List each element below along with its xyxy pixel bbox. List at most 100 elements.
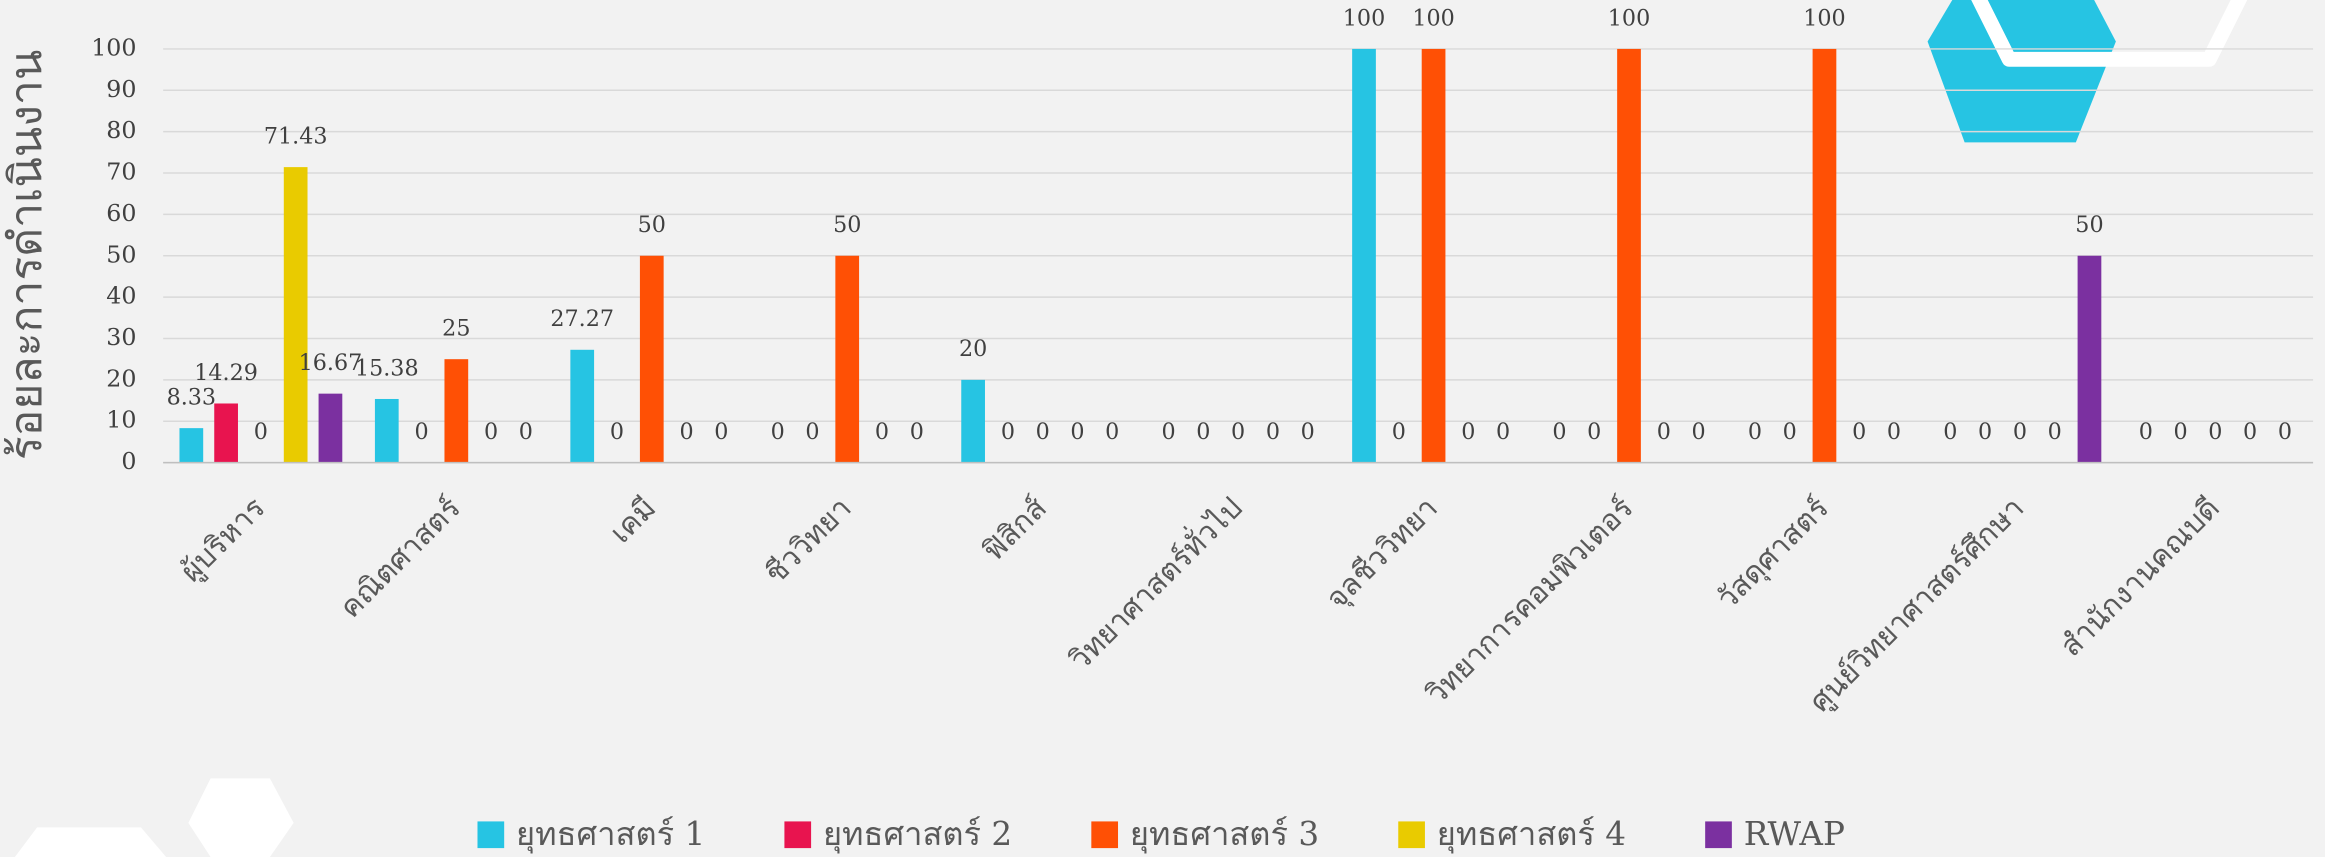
data-label: 100 [1412, 5, 1454, 31]
data-label: 0 [1301, 419, 1315, 445]
legend-label: ยุทธศาสตร์ 2 [823, 815, 1012, 854]
y-tick-label: 10 [106, 406, 136, 434]
data-label: 0 [2278, 419, 2292, 445]
bar [639, 255, 664, 463]
data-label: 0 [1783, 419, 1797, 445]
data-label: 0 [1266, 419, 1280, 445]
data-label: 0 [2013, 419, 2027, 445]
data-label: 8.33 [167, 384, 217, 410]
data-label: 100 [1343, 5, 1385, 31]
data-label: 0 [679, 419, 693, 445]
x-tick-label: เคมี [603, 490, 663, 550]
bar [444, 359, 469, 463]
data-label: 0 [771, 419, 785, 445]
data-label: 0 [1231, 419, 1245, 445]
legend-label: ยุทธศาสตร์ 3 [1130, 815, 1319, 854]
bar [318, 393, 343, 463]
x-tick-label: จุลชีววิทยา [1319, 490, 1445, 616]
x-tick-label: วัสดุศาสตร์ [1709, 490, 1835, 616]
y-tick-label: 0 [121, 447, 136, 475]
data-label: 71.43 [264, 123, 328, 149]
data-label: 0 [1852, 419, 1866, 445]
legend-swatch [1091, 821, 1119, 849]
data-label: 0 [1657, 419, 1671, 445]
data-label: 20 [959, 336, 987, 362]
data-label: 100 [1608, 5, 1650, 31]
data-label: 25 [442, 316, 470, 342]
data-label: 0 [1461, 419, 1475, 445]
data-label: 0 [1978, 419, 1992, 445]
data-label: 0 [1552, 419, 1566, 445]
data-label: 0 [2173, 419, 2187, 445]
bar [835, 255, 860, 463]
bar [2077, 255, 2102, 463]
data-label: 0 [1196, 419, 1210, 445]
y-tick-label: 40 [106, 282, 136, 310]
legend-swatch [784, 821, 812, 849]
legend-label: RWAP [1744, 815, 1845, 853]
bar [1421, 48, 1446, 463]
data-label: 0 [1105, 419, 1119, 445]
y-axis-title: ร้อยละการดำเนินงาน [1, 50, 52, 461]
y-tick-label: 70 [106, 158, 136, 186]
data-label: 0 [2139, 419, 2153, 445]
data-label: 15.38 [355, 355, 419, 381]
decor-hexagon [14, 827, 167, 857]
data-label: 0 [875, 419, 889, 445]
y-tick-label: 30 [106, 323, 136, 351]
legend-swatch [1705, 821, 1732, 849]
decor-hexagon [1927, 0, 2116, 143]
y-tick-label: 20 [106, 364, 136, 392]
data-label: 16.67 [299, 350, 363, 376]
data-label: 0 [714, 419, 728, 445]
y-tick-label: 100 [91, 33, 136, 61]
y-tick-label: 80 [106, 116, 136, 144]
data-label: 0 [2208, 419, 2222, 445]
x-tick-label: ชีววิทยา [757, 490, 857, 590]
data-label: 0 [519, 419, 533, 445]
y-tick-label: 90 [106, 75, 136, 103]
data-label: 0 [1943, 419, 1957, 445]
data-label: 0 [1070, 419, 1084, 445]
y-tick-label: 60 [106, 199, 136, 227]
y-tick-label: 50 [106, 240, 136, 268]
x-tick-label: ฟิสิกส์ [975, 490, 1053, 568]
bar [961, 379, 985, 463]
x-tick-label: วิทยาศาสตร์ทั่วไป [1060, 488, 1249, 677]
data-label: 0 [414, 419, 428, 445]
data-label: 0 [254, 419, 268, 445]
decor-hexagon [188, 778, 294, 857]
data-label: 14.29 [194, 360, 258, 386]
data-label: 50 [638, 212, 666, 238]
data-label: 0 [1001, 419, 1015, 445]
data-label: 0 [910, 419, 924, 445]
data-label: 50 [2075, 212, 2103, 238]
data-label: 0 [484, 419, 498, 445]
data-label: 0 [2048, 419, 2062, 445]
legend-swatch [477, 821, 505, 849]
x-tick-label: สำนักงานคณบดี [2053, 490, 2226, 663]
x-tick-label: วิทยาการคอมพิวเตอร์ [1419, 490, 1640, 711]
data-label: 0 [1748, 419, 1762, 445]
data-label: 0 [1392, 419, 1406, 445]
bar [214, 403, 238, 463]
data-label: 0 [2243, 419, 2257, 445]
x-tick-label: คณิตศาสตร์ [332, 490, 467, 625]
x-tick-label: ศูนย์วิทยาศาสตร์ศึกษา [1802, 490, 2031, 719]
bar [179, 428, 204, 463]
data-label: 0 [1496, 419, 1510, 445]
bar [1812, 48, 1837, 463]
data-label: 0 [1587, 419, 1601, 445]
data-label: 0 [1887, 419, 1901, 445]
data-label: 0 [1161, 419, 1175, 445]
bar [1617, 48, 1641, 463]
legend-label: ยุทธศาสตร์ 4 [1437, 815, 1626, 854]
data-label: 0 [1036, 419, 1050, 445]
data-label: 100 [1803, 5, 1845, 31]
x-tick-label: ผู้บริหาร [173, 490, 272, 589]
bar [570, 349, 595, 463]
legend-label: ยุทธศาสตร์ 1 [516, 815, 705, 854]
bar [1352, 48, 1376, 463]
data-label: 27.27 [550, 306, 614, 332]
